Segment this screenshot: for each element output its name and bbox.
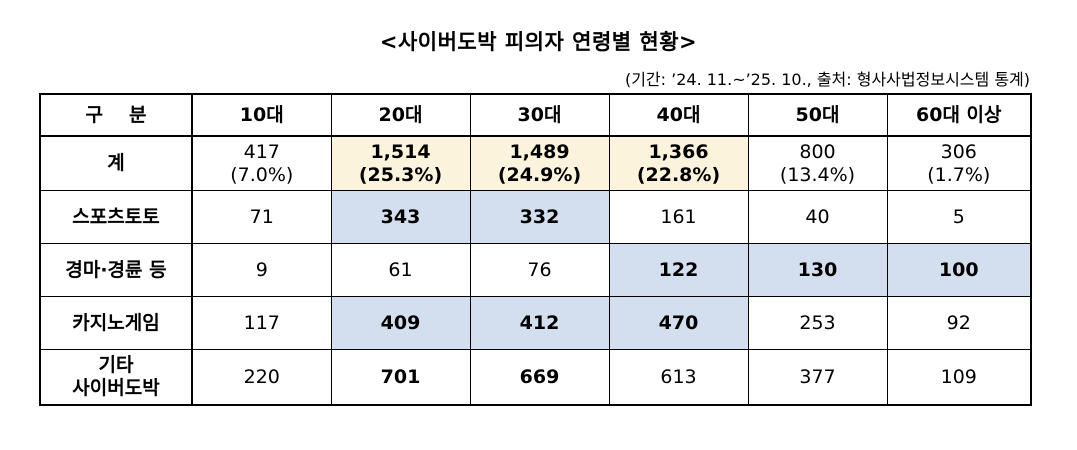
corner-header-label: 구분: [85, 103, 173, 126]
table-cell: 40: [747, 190, 888, 244]
table-cell: 5: [886, 190, 1032, 244]
table-row: 스포츠토토 71 343 332 161 40 5: [39, 190, 1032, 244]
table-cell-highlight: 332: [469, 190, 610, 244]
table-cell: 109: [886, 349, 1032, 406]
row-label: 기타 사이버도박: [39, 349, 193, 406]
total-value: 306: [940, 140, 977, 163]
table-cell-highlight: 343: [330, 190, 471, 244]
column-header: 60대 이상: [886, 93, 1032, 137]
table-cell: 377: [747, 349, 888, 406]
total-cell: 800 (13.4%): [747, 135, 888, 191]
row-label-line: 기타: [98, 354, 134, 377]
row-label: 카지노게임: [39, 296, 193, 350]
table-cell: 61: [330, 243, 471, 297]
total-cell-highlight: 1,489 (24.9%): [469, 135, 610, 191]
total-cell-highlight: 1,514 (25.3%): [330, 135, 471, 191]
total-percent: (25.3%): [358, 163, 443, 186]
row-label-line: 사이버도박: [72, 377, 160, 399]
table-row: 경마·경륜 등 9 61 76 122 130 100: [39, 243, 1032, 297]
table-cell-highlight: 122: [608, 243, 749, 297]
table-cell: 76: [469, 243, 610, 297]
row-label: 경마·경륜 등: [39, 243, 193, 297]
table-cell: 220: [191, 349, 332, 406]
total-value: 1,514: [370, 140, 431, 163]
total-percent: (24.9%): [497, 163, 582, 186]
table-cell-highlight: 412: [469, 296, 610, 350]
table-cell: 92: [886, 296, 1032, 350]
total-cell: 417 (7.0%): [191, 135, 332, 191]
column-header: 50대: [747, 93, 888, 137]
total-value: 417: [243, 140, 280, 163]
corner-header: 구분: [39, 93, 193, 137]
column-header: 10대: [191, 93, 332, 137]
table-cell: 71: [191, 190, 332, 244]
table-cell: 613: [608, 349, 749, 406]
table-cell-bold: 669: [469, 349, 610, 406]
table-cell-highlight: 409: [330, 296, 471, 350]
table-cell: 253: [747, 296, 888, 350]
age-stats-table: 구분 10대 20대 30대 40대 50대 60대 이상 계 417 (7.0…: [39, 93, 1032, 406]
table-row: 기타 사이버도박 220 701 669 613 377 109: [39, 349, 1032, 406]
row-label: 계: [39, 135, 193, 191]
table-cell: 117: [191, 296, 332, 350]
column-header: 20대: [330, 93, 471, 137]
table-row: 카지노게임 117 409 412 470 253 92: [39, 296, 1032, 350]
total-value: 1,489: [509, 140, 570, 163]
total-cell: 306 (1.7%): [886, 135, 1032, 191]
source-note: (기간: ’24. 11.~’25. 10., 출처: 형사사법정보시스템 통계…: [624, 70, 1030, 89]
table-cell-bold: 701: [330, 349, 471, 406]
column-header: 40대: [608, 93, 749, 137]
table-row-total: 계 417 (7.0%) 1,514 (25.3%) 1,489 (24.9%)…: [39, 135, 1032, 191]
table-cell-highlight: 100: [886, 243, 1032, 297]
page-title: <사이버도박 피의자 연령별 현황>: [379, 30, 698, 54]
total-percent: (22.8%): [636, 163, 721, 186]
table-cell: 9: [191, 243, 332, 297]
total-value: 800: [799, 140, 836, 163]
table-header-row: 구분 10대 20대 30대 40대 50대 60대 이상: [39, 93, 1032, 137]
total-percent: (7.0%): [230, 163, 294, 186]
total-percent: (1.7%): [927, 163, 991, 186]
table-cell: 161: [608, 190, 749, 244]
table-cell-highlight: 130: [747, 243, 888, 297]
total-cell-highlight: 1,366 (22.8%): [608, 135, 749, 191]
table-cell-highlight: 470: [608, 296, 749, 350]
column-header: 30대: [469, 93, 610, 137]
total-value: 1,366: [648, 140, 709, 163]
row-label: 스포츠토토: [39, 190, 193, 244]
total-percent: (13.4%): [779, 163, 856, 186]
